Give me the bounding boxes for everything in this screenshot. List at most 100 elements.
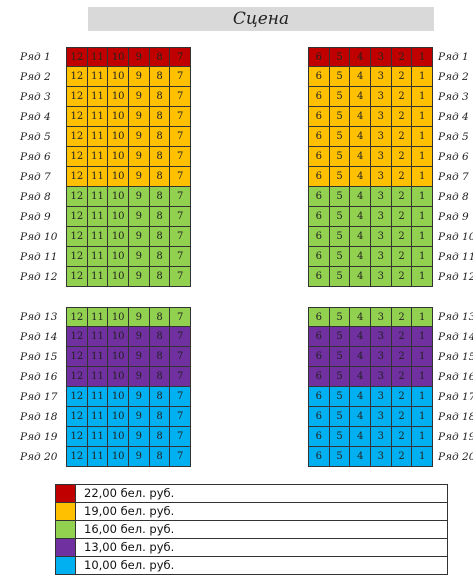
- seat[interactable]: 9: [129, 387, 150, 407]
- seat[interactable]: 8: [149, 127, 171, 147]
- seat[interactable]: 5: [329, 407, 351, 427]
- seat[interactable]: 9: [129, 227, 150, 247]
- seat[interactable]: 7: [170, 307, 192, 327]
- seat[interactable]: 3: [371, 267, 392, 287]
- seat[interactable]: 3: [371, 407, 392, 427]
- seat[interactable]: 1: [412, 447, 434, 467]
- seat[interactable]: 3: [371, 327, 392, 347]
- seat[interactable]: 5: [329, 127, 351, 147]
- seat[interactable]: 1: [412, 347, 434, 367]
- seat[interactable]: 9: [129, 267, 150, 287]
- seat[interactable]: 4: [350, 47, 372, 67]
- seat[interactable]: 1: [412, 47, 434, 67]
- seat[interactable]: 4: [350, 347, 372, 367]
- seat[interactable]: 11: [87, 47, 109, 67]
- seat[interactable]: 11: [87, 207, 109, 227]
- seat[interactable]: 10: [108, 187, 130, 207]
- seat[interactable]: 4: [350, 107, 372, 127]
- seat[interactable]: 12: [66, 207, 88, 227]
- seat[interactable]: 12: [66, 307, 88, 327]
- seat[interactable]: 2: [391, 407, 413, 427]
- seat[interactable]: 4: [350, 227, 372, 247]
- seat[interactable]: 1: [412, 207, 434, 227]
- seat[interactable]: 5: [329, 347, 351, 367]
- seat[interactable]: 2: [391, 327, 413, 347]
- seat[interactable]: 4: [350, 447, 372, 467]
- seat[interactable]: 10: [108, 127, 130, 147]
- seat[interactable]: 6: [308, 327, 330, 347]
- seat[interactable]: 10: [108, 307, 130, 327]
- seat[interactable]: 7: [170, 227, 192, 247]
- seat[interactable]: 7: [170, 87, 192, 107]
- seat[interactable]: 6: [308, 367, 330, 387]
- seat[interactable]: 11: [87, 187, 109, 207]
- seat[interactable]: 3: [371, 187, 392, 207]
- seat[interactable]: 7: [170, 207, 192, 227]
- seat[interactable]: 1: [412, 87, 434, 107]
- seat[interactable]: 12: [66, 227, 88, 247]
- seat[interactable]: 2: [391, 47, 413, 67]
- seat[interactable]: 1: [412, 427, 434, 447]
- seat[interactable]: 12: [66, 187, 88, 207]
- seat[interactable]: 11: [87, 107, 109, 127]
- seat[interactable]: 7: [170, 47, 192, 67]
- seat[interactable]: 2: [391, 167, 413, 187]
- seat[interactable]: 3: [371, 87, 392, 107]
- seat[interactable]: 9: [129, 67, 150, 87]
- seat[interactable]: 12: [66, 47, 88, 67]
- seat[interactable]: 8: [149, 187, 171, 207]
- seat[interactable]: 5: [329, 267, 351, 287]
- seat[interactable]: 12: [66, 127, 88, 147]
- seat[interactable]: 12: [66, 347, 88, 367]
- seat[interactable]: 8: [149, 207, 171, 227]
- seat[interactable]: 9: [129, 47, 150, 67]
- seat[interactable]: 12: [66, 407, 88, 427]
- seat[interactable]: 2: [391, 387, 413, 407]
- seat[interactable]: 4: [350, 247, 372, 267]
- seat[interactable]: 11: [87, 347, 109, 367]
- seat[interactable]: 9: [129, 107, 150, 127]
- seat[interactable]: 11: [87, 307, 109, 327]
- seat[interactable]: 11: [87, 427, 109, 447]
- seat[interactable]: 6: [308, 47, 330, 67]
- seat[interactable]: 1: [412, 167, 434, 187]
- seat[interactable]: 12: [66, 367, 88, 387]
- seat[interactable]: 12: [66, 167, 88, 187]
- seat[interactable]: 7: [170, 327, 192, 347]
- seat[interactable]: 2: [391, 107, 413, 127]
- seat[interactable]: 2: [391, 427, 413, 447]
- seat[interactable]: 6: [308, 207, 330, 227]
- seat[interactable]: 5: [329, 187, 351, 207]
- seat[interactable]: 6: [308, 87, 330, 107]
- seat[interactable]: 7: [170, 147, 192, 167]
- seat[interactable]: 10: [108, 367, 130, 387]
- seat[interactable]: 1: [412, 67, 434, 87]
- seat[interactable]: 2: [391, 367, 413, 387]
- seat[interactable]: 3: [371, 367, 392, 387]
- seat[interactable]: 11: [87, 87, 109, 107]
- seat[interactable]: 4: [350, 147, 372, 167]
- seat[interactable]: 6: [308, 247, 330, 267]
- seat[interactable]: 3: [371, 47, 392, 67]
- seat[interactable]: 11: [87, 407, 109, 427]
- seat[interactable]: 5: [329, 447, 351, 467]
- seat[interactable]: 1: [412, 187, 434, 207]
- seat[interactable]: 3: [371, 67, 392, 87]
- seat[interactable]: 12: [66, 447, 88, 467]
- seat[interactable]: 9: [129, 307, 150, 327]
- seat[interactable]: 10: [108, 347, 130, 367]
- seat[interactable]: 9: [129, 87, 150, 107]
- seat[interactable]: 10: [108, 427, 130, 447]
- seat[interactable]: 8: [149, 47, 171, 67]
- seat[interactable]: 7: [170, 367, 192, 387]
- seat[interactable]: 2: [391, 307, 413, 327]
- seat[interactable]: 4: [350, 167, 372, 187]
- seat[interactable]: 4: [350, 67, 372, 87]
- seat[interactable]: 5: [329, 67, 351, 87]
- seat[interactable]: 9: [129, 207, 150, 227]
- seat[interactable]: 2: [391, 247, 413, 267]
- seat[interactable]: 3: [371, 227, 392, 247]
- seat[interactable]: 7: [170, 127, 192, 147]
- seat[interactable]: 4: [350, 407, 372, 427]
- seat[interactable]: 8: [149, 387, 171, 407]
